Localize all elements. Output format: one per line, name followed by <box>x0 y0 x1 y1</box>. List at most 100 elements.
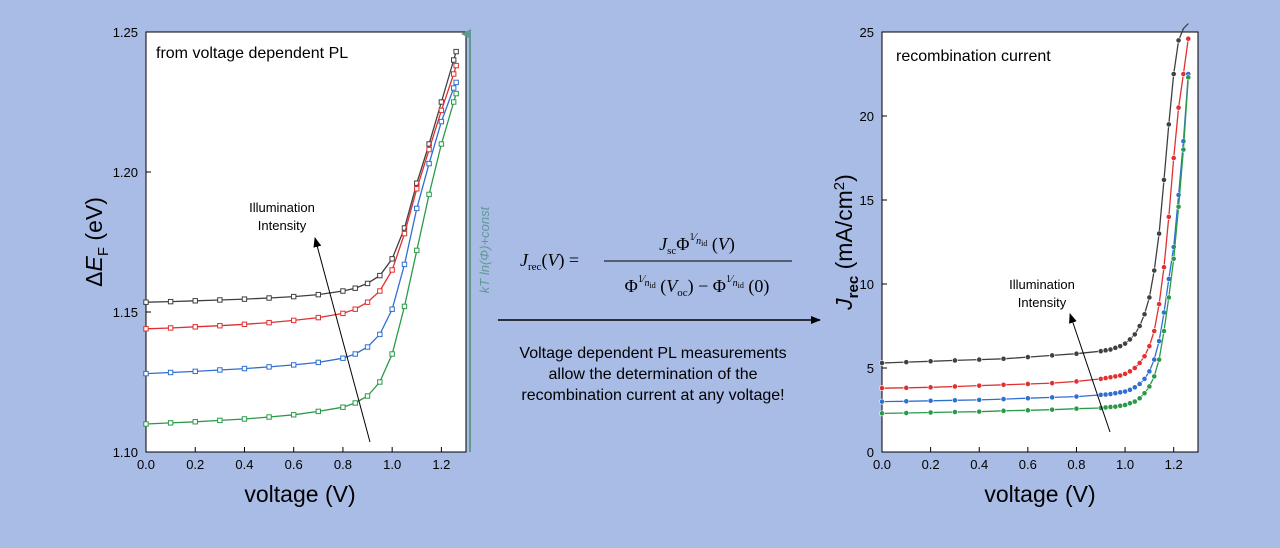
x-tick-label: 0.4 <box>970 457 988 472</box>
data-point <box>879 398 885 405</box>
data-point <box>1122 388 1128 395</box>
data-point <box>1146 383 1153 390</box>
y-tick-label: 1.25 <box>113 25 138 40</box>
data-point <box>1049 352 1056 359</box>
data-point <box>1097 376 1104 382</box>
left-y-axis-label: ΔEF (eV) <box>81 197 112 287</box>
data-point <box>1141 353 1148 360</box>
right-series-group <box>879 23 1192 417</box>
data-point <box>450 71 457 77</box>
equation-denominator: Φ1⁄nid (Voc) − Φ1⁄nid (0) <box>625 274 770 299</box>
x-tick-label: 0.6 <box>285 457 303 472</box>
x-tick-label: 1.0 <box>1116 457 1134 472</box>
data-point <box>241 321 248 328</box>
data-point <box>453 48 459 55</box>
data-point <box>315 291 322 298</box>
data-point <box>1117 372 1124 379</box>
data-point <box>1151 328 1158 334</box>
left-series-group <box>143 48 459 427</box>
data-point <box>1102 391 1109 398</box>
data-point <box>167 420 174 426</box>
left-axis-ticks: 0.0 0.2 0.4 0.6 0.8 1.0 1.2 1.10 1.15 1.20 1.25 <box>113 25 451 472</box>
data-point <box>1000 355 1007 362</box>
y-tick-label: 0 <box>867 445 874 460</box>
data-point <box>364 299 371 305</box>
right-y-axis-label: Jrec (mA/cm2) <box>831 174 862 311</box>
data-point <box>1141 376 1148 382</box>
data-point <box>1097 348 1104 355</box>
data-point <box>401 261 408 268</box>
data-point <box>143 370 149 377</box>
data-point <box>401 303 408 310</box>
x-tick-label: 0.8 <box>1067 457 1085 472</box>
left-inset-title: from voltage dependent PL <box>156 45 348 62</box>
x-tick-label: 1.0 <box>383 457 401 472</box>
data-point <box>927 358 934 365</box>
data-point <box>1073 350 1080 357</box>
data-point <box>1156 338 1163 345</box>
data-point <box>903 398 910 405</box>
data-point <box>450 85 457 91</box>
data-point <box>217 417 223 424</box>
data-point <box>266 295 272 301</box>
data-point <box>927 397 934 404</box>
data-point <box>340 288 346 294</box>
data-point <box>1107 404 1114 410</box>
data-point <box>143 299 149 305</box>
data-point <box>340 404 346 410</box>
data-point <box>1117 389 1124 396</box>
data-point <box>1107 346 1114 353</box>
left-x-axis-label: voltage (V) <box>244 481 355 507</box>
data-point <box>453 62 459 69</box>
data-point <box>1151 356 1158 363</box>
data-point <box>1127 336 1133 343</box>
data-point <box>1097 391 1104 398</box>
data-point <box>1102 375 1109 381</box>
x-tick-label: 0.0 <box>137 457 155 472</box>
data-point <box>1156 356 1163 363</box>
data-point <box>1073 378 1080 385</box>
left-annotation-line1: Illumination <box>249 200 315 215</box>
data-point <box>340 310 346 317</box>
data-point <box>1156 230 1163 237</box>
data-point <box>414 186 420 192</box>
data-point <box>290 317 297 324</box>
data-point <box>1151 267 1158 274</box>
middle-text-line2: allow the determination of the <box>548 366 758 383</box>
x-tick-label: 0.2 <box>186 457 204 472</box>
y-tick-label: 5 <box>867 361 874 376</box>
data-point <box>1161 176 1167 183</box>
data-point <box>377 331 383 338</box>
data-point <box>1185 35 1192 42</box>
data-point <box>879 385 885 392</box>
data-point <box>377 379 383 385</box>
data-point <box>1185 74 1192 81</box>
data-point <box>1073 393 1080 400</box>
data-point <box>976 382 983 389</box>
data-point <box>389 306 395 312</box>
data-point <box>192 298 198 304</box>
data-point <box>1000 396 1007 402</box>
data-point <box>1175 37 1182 44</box>
data-point <box>340 355 346 361</box>
data-point <box>1165 121 1172 128</box>
plot-area-right <box>881 31 1199 453</box>
data-point <box>290 362 297 368</box>
data-point <box>426 191 432 198</box>
data-point <box>414 247 420 254</box>
data-point <box>364 280 371 287</box>
data-point <box>976 356 983 363</box>
right-annotation-line1: Illumination <box>1009 277 1075 292</box>
middle-text-line1: Voltage dependent PL measurements <box>519 345 787 362</box>
data-point <box>315 359 322 366</box>
data-point <box>1161 264 1167 271</box>
data-point <box>1049 394 1056 401</box>
data-point <box>1117 402 1124 409</box>
data-point <box>952 397 958 404</box>
data-point <box>1136 381 1143 387</box>
right-annotation-line2: Intensity <box>1018 295 1067 310</box>
data-point <box>903 359 910 366</box>
data-point <box>143 326 149 332</box>
data-point <box>1112 403 1119 410</box>
data-point <box>1112 373 1119 380</box>
